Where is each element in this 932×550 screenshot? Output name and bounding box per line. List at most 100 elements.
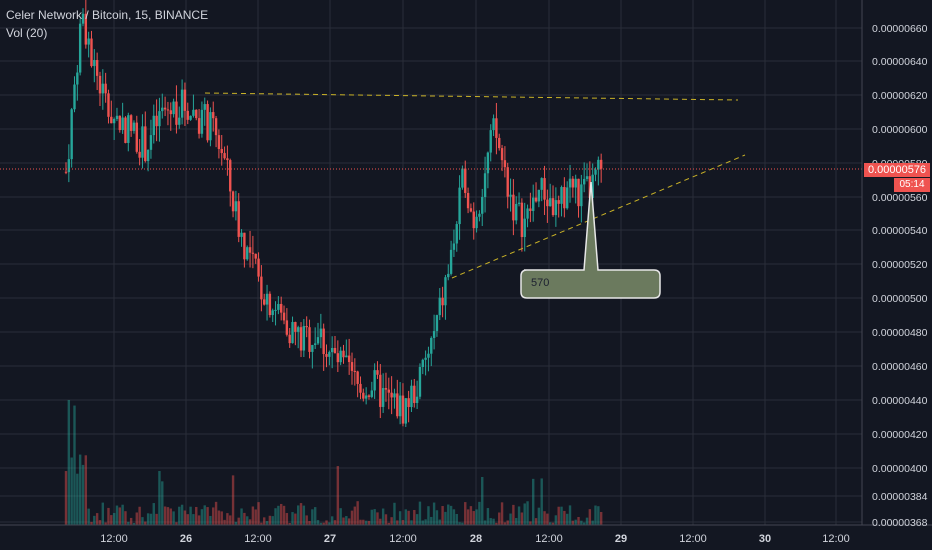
candle-body [580,184,583,207]
volume-bar [169,508,172,525]
candle-body [333,347,337,354]
volume-bar [274,508,277,525]
candle-body [362,392,365,399]
candle-body [107,93,110,117]
candle-body [557,200,560,204]
candle-body [183,89,187,111]
volume-bar [577,516,580,525]
volume-bar [291,512,294,525]
callout-shape[interactable] [520,181,661,299]
volume-bar [172,511,175,525]
callout-bubble [520,181,661,299]
y-tick-label: 0.00000368 [872,517,928,529]
volume-bar [599,511,603,525]
candle-body [73,84,76,110]
volume-bar [498,512,501,525]
volume-bar [330,516,334,525]
volume-bar [212,507,215,525]
volume-bar [308,521,311,525]
candle-body [155,115,158,127]
trendlines[interactable] [0,92,862,279]
volume-bar [393,502,396,525]
resistance-trendline [204,92,739,101]
candle-body [336,353,340,363]
volume-bar [178,506,181,525]
volume-bar [376,512,379,525]
candle-body [469,208,473,212]
volume-bars [64,400,603,525]
candle-body [594,169,597,175]
candle-body [396,393,399,417]
volume-bar [546,513,549,525]
candle-body [257,258,260,277]
volume-bar [175,522,178,525]
x-tick-label: 28 [470,533,482,545]
y-tick-label: 0.00000420 [872,429,928,441]
candle-body [472,211,475,229]
volume-bar [424,519,427,525]
volume-bar [328,522,331,525]
volume-bar [580,520,583,525]
y-tick-label: 0.00000460 [872,361,928,373]
candle-body [452,243,456,250]
candle-body [540,178,543,190]
x-tick-label: 29 [615,533,627,545]
candle-body [206,104,209,141]
candle-body [149,135,153,150]
volume-bar [588,509,592,525]
candle-body [175,101,178,125]
volume-bar [350,510,354,525]
volume-bar [152,503,155,525]
candle-body [294,321,297,332]
candle-body [313,343,317,345]
volume-bar [430,516,433,525]
volume-bar [532,478,535,525]
candle-body [328,352,331,357]
volume-bar [401,520,405,525]
volume-bar [438,519,441,525]
volume-bar [155,513,158,525]
volume-bar [200,509,204,525]
volume-bar [220,511,223,525]
volume-bar [299,503,303,525]
volume-bar [81,464,85,525]
candle-body [367,395,371,397]
volume-bar [325,520,328,525]
volume-bar [265,521,269,525]
volume-bar [76,473,79,525]
volume-indicator-label[interactable]: Vol (20) [6,26,48,40]
volume-bar [149,513,153,525]
volume-bar [367,520,371,525]
candle-body [263,299,266,305]
volume-bar [413,509,416,525]
volume-bar [458,522,461,525]
candle-body [246,247,249,260]
volume-bar [158,471,161,525]
volume-bar [469,506,473,525]
volume-bar [141,517,144,525]
last-price-tag: 0.00000576 [864,163,930,177]
volume-bar [316,520,320,525]
volume-bar [557,506,560,525]
x-tick-label: 26 [180,533,192,545]
candle-body [464,168,467,193]
volume-bar [353,506,357,525]
candle-body [537,189,541,202]
volume-bar [585,517,589,525]
candle-body [381,388,385,407]
volume-bar [455,513,458,525]
candle-body [500,148,504,161]
candle-body [223,153,226,159]
volume-bar [560,506,563,525]
volume-bar [506,520,509,525]
y-tick-label: 0.00000440 [872,395,928,407]
callout-text[interactable]: 570 [531,277,550,289]
volume-bar [356,501,359,525]
candle-body [135,122,138,152]
candle-body [146,149,150,162]
candle-body [345,355,348,358]
candle-body [265,293,269,305]
